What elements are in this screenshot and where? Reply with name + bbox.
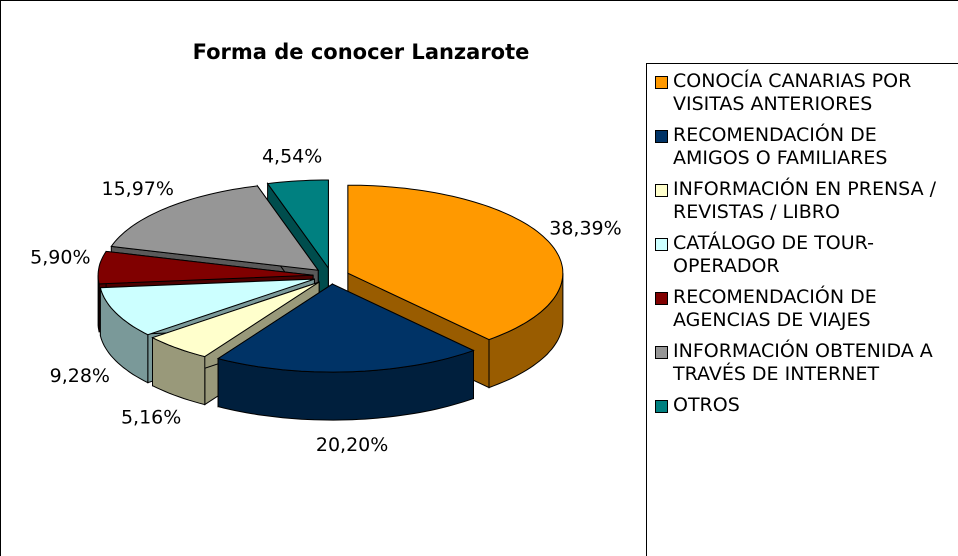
data-label: 20,20% [316,434,388,456]
legend-label: INFORMACIÓN OBTENIDA A TRAVÉS DE INTERNE… [673,340,933,385]
legend-item: CONOCÍA CANARIAS POR VISITAS ANTERIORES [655,70,954,116]
slice-tops [97,179,564,373]
legend-item: INFORMACIÓN OBTENIDA A TRAVÉS DE INTERNE… [655,340,954,386]
legend-label: RECOMENDACIÓN DE AGENCIAS DE VIAJES [673,286,877,331]
legend-label: CATÁLOGO DE TOUR-OPERADOR [673,232,874,277]
legend-label: CONOCÍA CANARIAS POR VISITAS ANTERIORES [673,70,912,115]
legend-swatch [655,292,668,305]
legend-swatch [655,130,668,143]
legend-label: RECOMENDACIÓN DE AMIGOS O FAMILIARES [673,124,888,169]
legend-item: INFORMACIÓN EN PRENSA / REVISTAS / LIBRO [655,178,954,224]
data-label: 5,90% [30,247,90,269]
slice [97,250,314,285]
data-label: 38,39% [549,217,621,239]
slice [266,179,329,270]
slice [99,278,315,336]
legend-swatch [655,400,668,413]
slice [347,184,564,341]
chart-title: Forma de conocer Lanzarote [193,40,530,64]
legend-item: RECOMENDACIÓN DE AGENCIAS DE VIAJES [655,286,954,332]
legend-label: INFORMACIÓN EN PRENSA / REVISTAS / LIBRO [673,178,937,223]
slice [110,185,320,271]
legend-swatch [655,238,668,251]
legend-label: OTROS [673,394,740,416]
data-label: 15,97% [102,178,174,200]
data-label: 9,28% [50,365,110,387]
legend-item: OTROS [655,394,954,417]
legend-item: CATÁLOGO DE TOUR-OPERADOR [655,232,954,278]
data-label: 5,16% [121,406,181,428]
legend-swatch [655,346,668,359]
data-label: 4,54% [262,146,322,168]
slice [216,283,475,373]
legend-swatch [655,184,668,197]
legend-item: RECOMENDACIÓN DE AMIGOS O FAMILIARES [655,124,954,170]
legend-swatch [655,76,668,89]
legend: CONOCÍA CANARIAS POR VISITAS ANTERIORES R… [646,63,958,556]
slice [151,281,320,358]
